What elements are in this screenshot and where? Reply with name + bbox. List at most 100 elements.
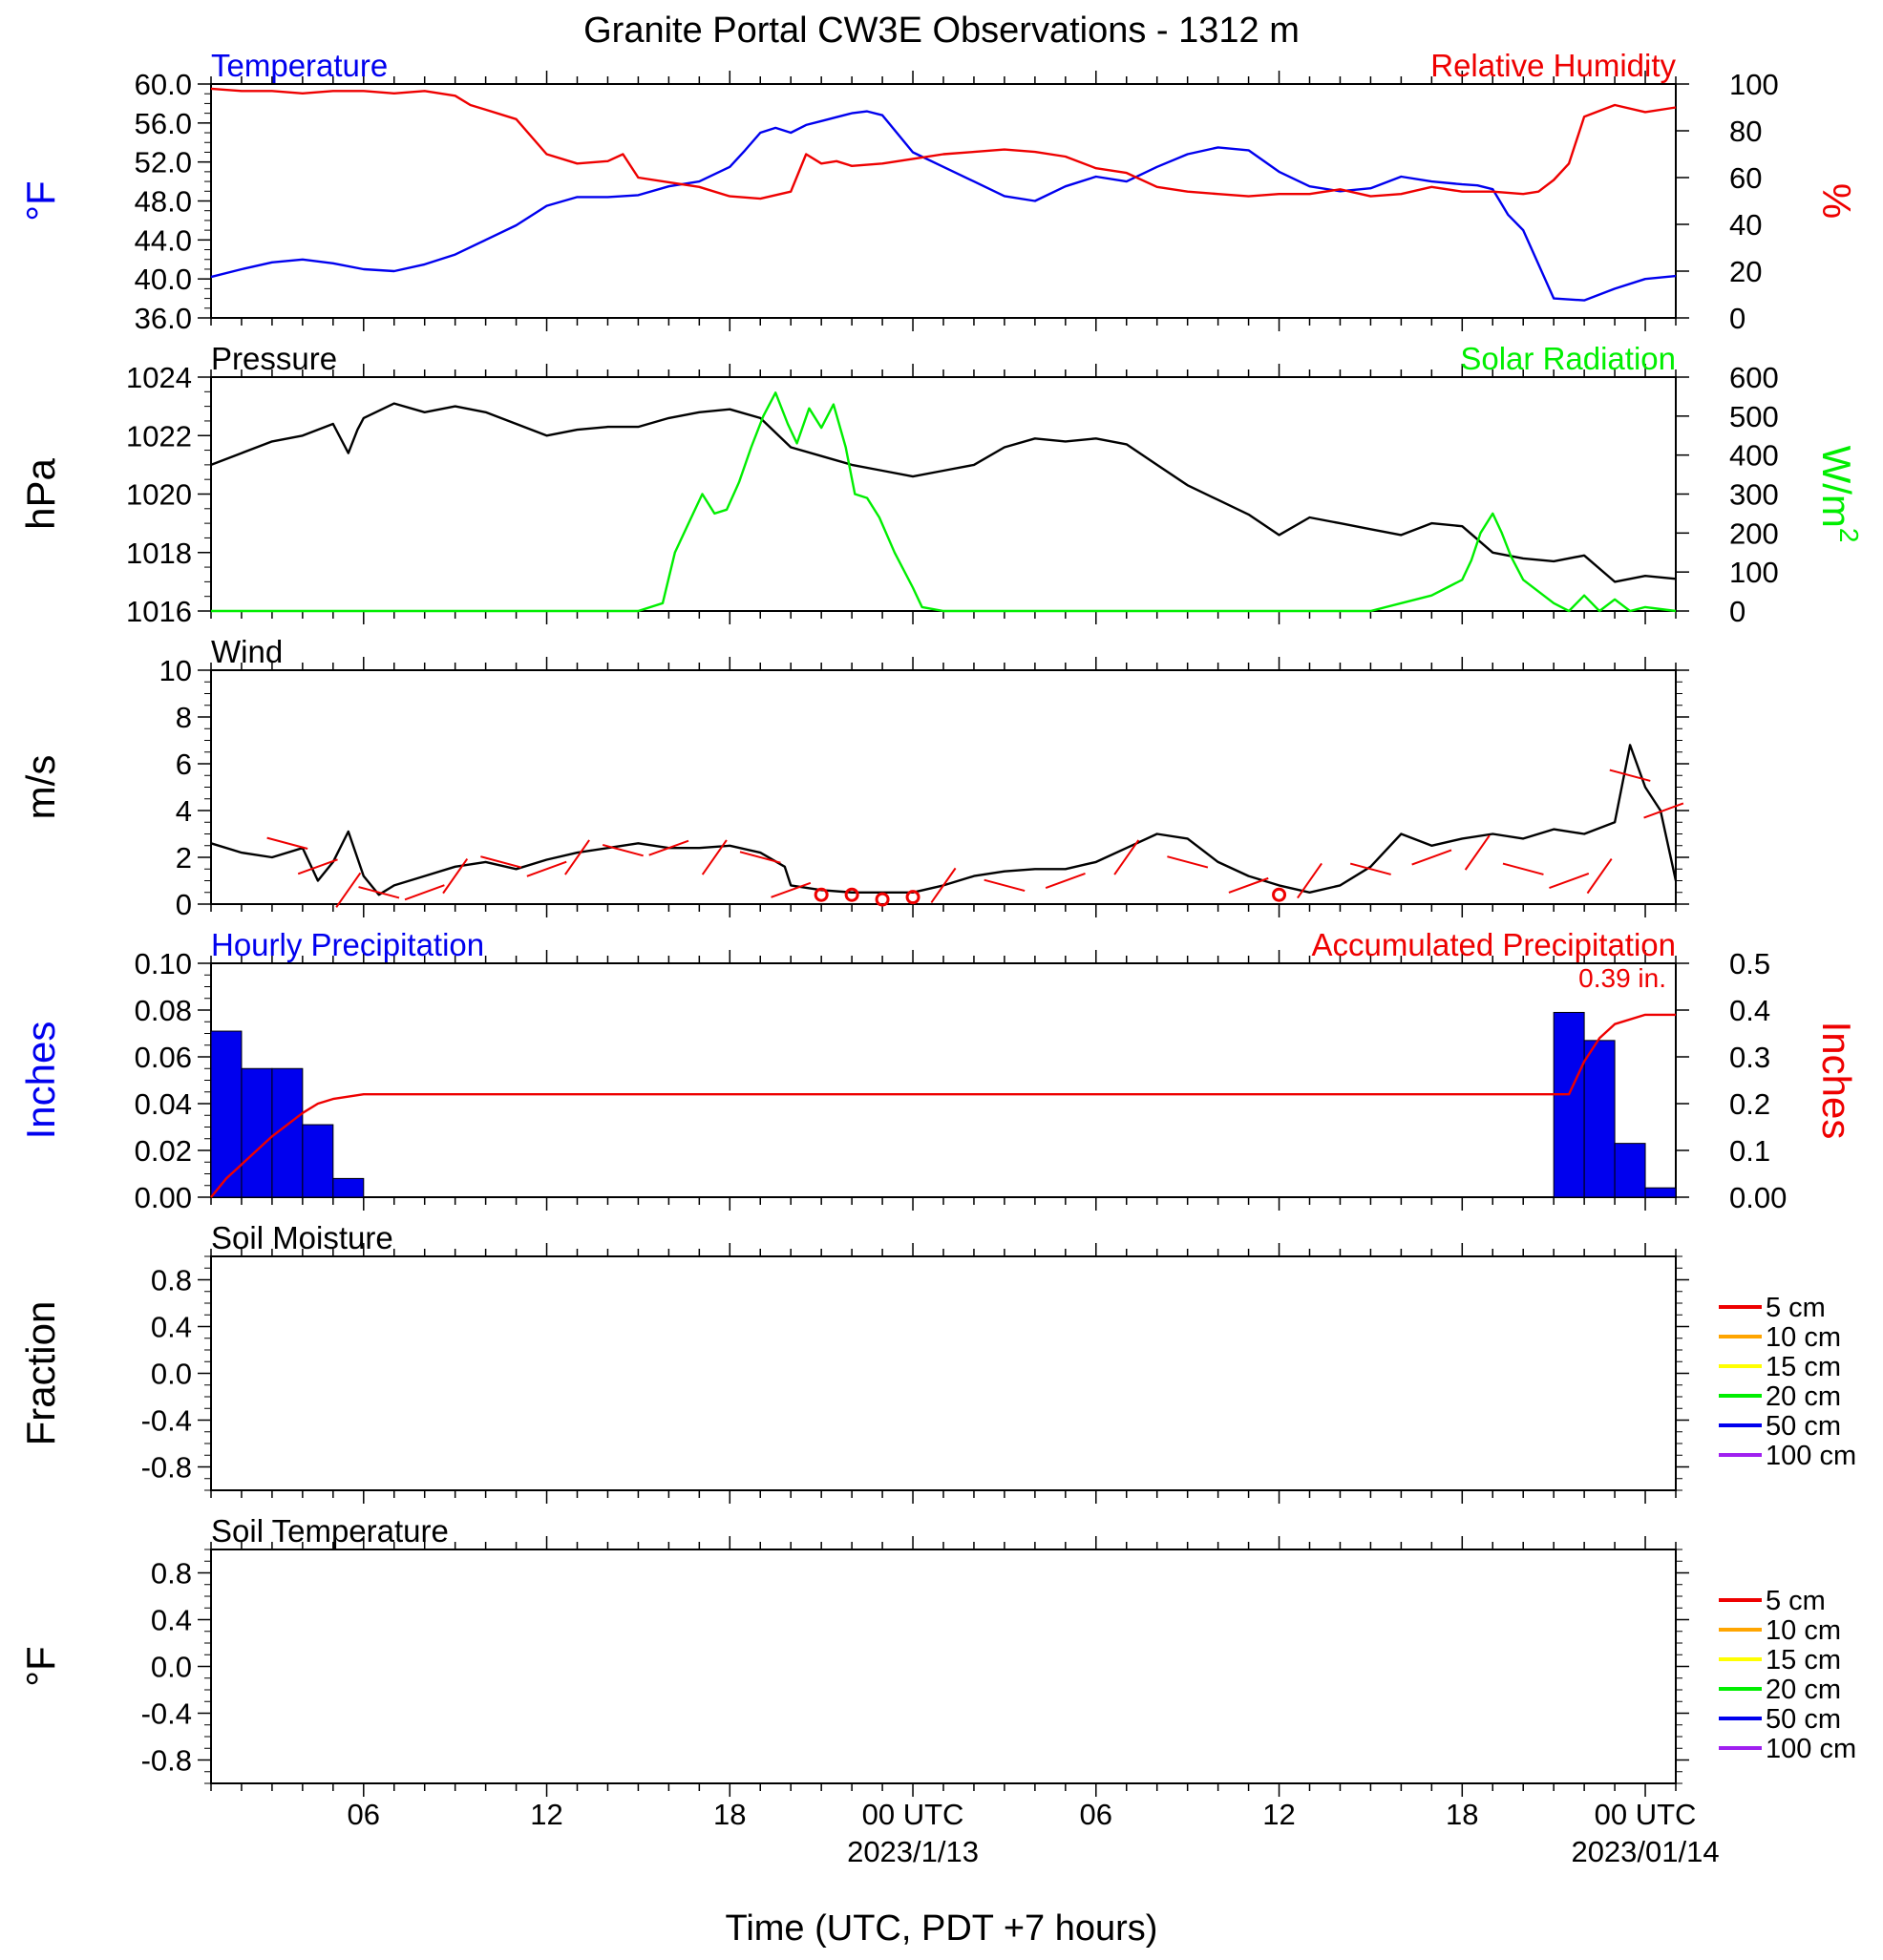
y-tick-label-left: 36.0 bbox=[135, 302, 192, 335]
wind-barb bbox=[526, 860, 567, 877]
y-tick-label-right: 40 bbox=[1729, 208, 1762, 242]
legend-entry: 15 cm bbox=[1766, 1352, 1841, 1382]
wind-barb bbox=[930, 867, 957, 903]
panel-temp-rh: 60.0 56.0 52.0 48.0 44.0 40.0 36.0 100 80 60 40 20 0… bbox=[18, 48, 1859, 335]
wind-barb bbox=[1297, 862, 1322, 899]
x-tick-label: 12 bbox=[1262, 1798, 1295, 1831]
y-tick-label-right: 80 bbox=[1729, 115, 1762, 148]
y-tick-label-left: 1020 bbox=[126, 478, 192, 512]
y-tick-label-left: 6 bbox=[176, 748, 192, 781]
wind-barb bbox=[442, 858, 469, 895]
legend-entry: 20 cm bbox=[1766, 1675, 1841, 1705]
series-pressure bbox=[210, 402, 1677, 583]
panel-title-right: Accumulated Precipitation bbox=[1311, 927, 1676, 962]
wind-barb bbox=[1643, 802, 1684, 819]
calm-marker bbox=[905, 890, 920, 905]
y-tick-label-left: 0.02 bbox=[135, 1134, 192, 1168]
panel-frame bbox=[210, 1549, 1677, 1784]
panel-pressure-solar: 1024 1022 1020 1018 1016 600 500 400 300 200 100 0 P… bbox=[18, 341, 1864, 628]
x-tick-date-label: 2023/1/13 bbox=[847, 1835, 979, 1868]
wind-barb bbox=[1228, 876, 1269, 894]
y-tick-label-right: 600 bbox=[1729, 361, 1779, 394]
y-tick-label-left: 40.0 bbox=[135, 263, 192, 296]
panel-soil-moisture: 0.8 0.4 0.0 -0.4 -0.8 Soil Moisture Fraction 5 … bbox=[18, 1220, 1856, 1504]
y-axis-label-left: Inches bbox=[18, 1022, 63, 1140]
y-tick-label-left: 56.0 bbox=[135, 107, 192, 140]
y-tick-label-left: 52.0 bbox=[135, 146, 192, 179]
y-tick-label-right: 400 bbox=[1729, 439, 1779, 473]
wind-barb bbox=[1349, 862, 1391, 875]
x-axis-label: Time (UTC, PDT +7 hours) bbox=[726, 1908, 1158, 1949]
x-tick-label: 06 bbox=[1080, 1798, 1112, 1831]
panel-title-left: Wind bbox=[211, 634, 283, 669]
y-tick-label-left: 0.8 bbox=[151, 1264, 192, 1297]
y-tick-label-left: 0.00 bbox=[135, 1181, 192, 1214]
wind-barb bbox=[1464, 834, 1491, 871]
legend-entry: 10 cm bbox=[1766, 1322, 1841, 1353]
y-tick-label-left: -0.4 bbox=[141, 1697, 192, 1731]
precip-bar bbox=[1644, 1187, 1677, 1198]
y-tick-label-left: -0.8 bbox=[141, 1451, 192, 1485]
legend-entry: 50 cm bbox=[1766, 1704, 1841, 1735]
panel-precip: 0.10 0.08 0.06 0.04 0.02 0.00 0.5 0.4 0.3 0.2 0.1 0… bbox=[18, 927, 1859, 1214]
calm-marker bbox=[814, 887, 829, 902]
wind-barb bbox=[739, 851, 781, 864]
series-solar-radiation bbox=[211, 391, 1677, 613]
legend-entry: 10 cm bbox=[1766, 1615, 1841, 1646]
wind-barb bbox=[266, 836, 308, 850]
calm-marker bbox=[844, 887, 859, 902]
wind-barb bbox=[602, 843, 644, 857]
precip-bar bbox=[1553, 1011, 1585, 1198]
y-axis-label-right: % bbox=[1814, 183, 1859, 219]
precip-bar bbox=[241, 1067, 273, 1198]
y-tick-label-right: 500 bbox=[1729, 400, 1779, 433]
legend-entry: 100 cm bbox=[1766, 1734, 1856, 1764]
y-tick-label-right: 0.00 bbox=[1729, 1181, 1787, 1214]
wind-barb bbox=[701, 839, 728, 875]
y-tick-label-left: 0.0 bbox=[151, 1651, 192, 1684]
y-tick-label-right: 60 bbox=[1729, 161, 1762, 195]
series-accumulated-precipitation bbox=[210, 1013, 1676, 1198]
precip-bar bbox=[302, 1124, 334, 1198]
panel-title-left: Soil Temperature bbox=[211, 1513, 449, 1549]
y-tick-label-left: 0 bbox=[176, 888, 192, 921]
y-tick-label-left: 8 bbox=[176, 701, 192, 734]
y-tick-label-right: 0 bbox=[1729, 595, 1745, 628]
y-tick-label-left: 1018 bbox=[126, 537, 192, 570]
precip-bar bbox=[1583, 1040, 1616, 1198]
y-tick-label-right: 0.5 bbox=[1729, 947, 1770, 980]
y-tick-label-left: 0.0 bbox=[151, 1358, 192, 1391]
y-tick-label-left: 2 bbox=[176, 841, 192, 875]
calm-marker bbox=[1272, 887, 1287, 902]
panel-title-left: Temperature bbox=[211, 48, 388, 83]
series-relative-humidity bbox=[210, 87, 1677, 200]
panel-title-right: Relative Humidity bbox=[1430, 48, 1676, 83]
y-tick-label-left: 1022 bbox=[126, 419, 192, 453]
panel-wind: 10 8 6 4 2 0 Wind m/s bbox=[18, 634, 1689, 921]
panel-title-left: Hourly Precipitation bbox=[211, 927, 484, 962]
x-tick-label: 18 bbox=[1446, 1798, 1478, 1831]
wind-barb bbox=[1586, 858, 1613, 895]
wind-barb bbox=[1502, 862, 1544, 875]
y-tick-label-left: 44.0 bbox=[135, 223, 192, 257]
panel-title-left: Soil Moisture bbox=[211, 1220, 393, 1255]
y-tick-label-right: 0.3 bbox=[1729, 1041, 1770, 1074]
wind-barb bbox=[648, 839, 689, 856]
y-tick-label-left: 1016 bbox=[126, 595, 192, 628]
y-tick-label-left: 0.10 bbox=[135, 947, 192, 980]
legend-entry: 100 cm bbox=[1766, 1441, 1856, 1471]
calm-marker bbox=[875, 892, 890, 907]
series-wind bbox=[210, 744, 1678, 896]
wind-barb bbox=[358, 886, 400, 899]
y-tick-label-left: 60.0 bbox=[135, 68, 192, 101]
wind-barb bbox=[564, 839, 590, 875]
y-tick-label-left: 10 bbox=[159, 654, 192, 687]
precip-bar bbox=[332, 1177, 365, 1198]
wind-barb bbox=[1549, 873, 1590, 889]
accumulated-total-label: 0.39 in. bbox=[1578, 963, 1666, 993]
panel-title-right: Solar Radiation bbox=[1460, 341, 1676, 376]
y-axis-label-right: W/m2 bbox=[1814, 446, 1864, 543]
y-tick-label-right: 200 bbox=[1729, 516, 1779, 550]
